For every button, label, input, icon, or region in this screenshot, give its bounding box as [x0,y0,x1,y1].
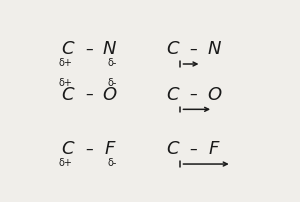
Text: δ+: δ+ [58,58,72,68]
Text: –: – [190,42,197,57]
Text: –: – [85,141,92,156]
Text: O: O [103,85,117,103]
Text: δ-: δ- [107,158,117,168]
Text: –: – [85,42,92,57]
Text: C: C [166,140,179,158]
Text: δ-: δ- [107,77,117,87]
Text: C: C [61,40,74,58]
Text: –: – [85,87,92,102]
Text: C: C [166,85,179,103]
Text: N: N [208,40,221,58]
Text: δ+: δ+ [58,77,72,87]
Text: C: C [61,85,74,103]
Text: C: C [166,40,179,58]
Text: F: F [209,140,219,158]
Text: C: C [61,140,74,158]
Text: O: O [207,85,221,103]
Text: –: – [190,87,197,102]
Text: N: N [103,40,116,58]
Text: δ-: δ- [107,58,117,68]
Text: δ+: δ+ [58,158,72,168]
Text: –: – [190,141,197,156]
Text: F: F [104,140,115,158]
